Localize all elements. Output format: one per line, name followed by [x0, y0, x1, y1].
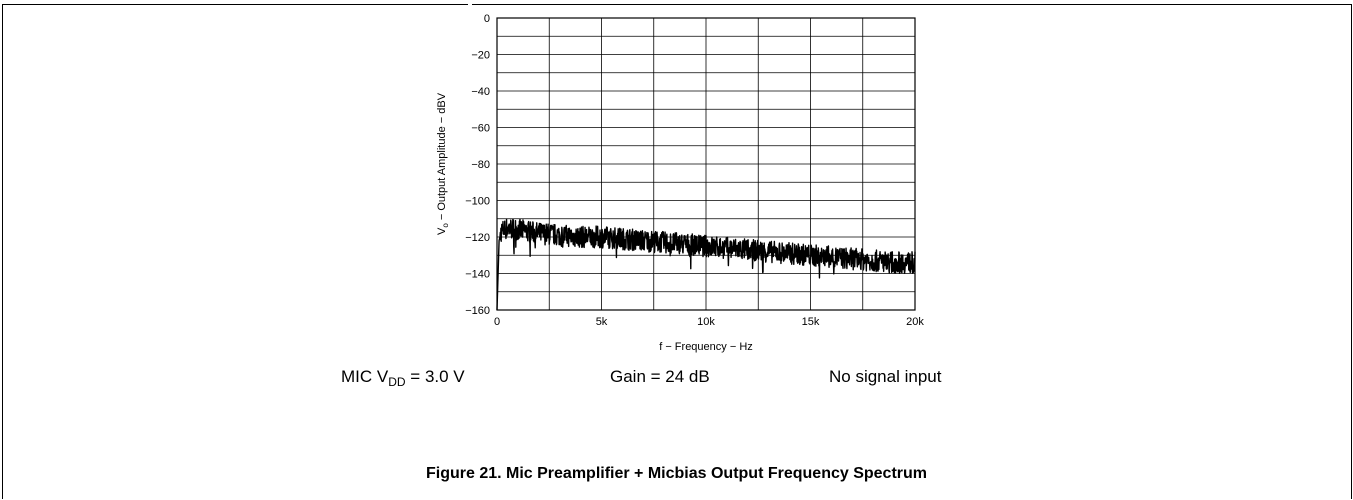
x-tick-label: 15k [802, 316, 820, 328]
y-tick-label: −140 [465, 269, 490, 281]
x-tick-labels: 0 5k 10k 15k 20k [494, 316, 924, 328]
header-rule-gap [468, 0, 472, 8]
y-tick-label: −40 [471, 86, 490, 98]
y-tick-label: −20 [471, 50, 490, 62]
x-tick-label: 10k [697, 316, 715, 328]
y-tick-labels: 0 −20 −40 −60 −80 −100 −120 −140 −160 [465, 13, 490, 317]
y-tick-label: −100 [465, 196, 490, 208]
spectrum-series-line [496, 218, 916, 311]
y-tick-label: −80 [471, 159, 490, 171]
x-axis-label: f − Frequency − Hz [659, 341, 753, 353]
y-tick-label: −120 [465, 232, 490, 244]
series-layer [496, 218, 916, 311]
figure-frame [2, 4, 1352, 499]
mic-vdd-condition: MIC VDD = 3.0 V [341, 367, 465, 389]
x-tick-label: 0 [494, 316, 500, 328]
y-tick-label: −160 [465, 305, 490, 317]
figure-caption: Figure 21. Mic Preamplifier + Micbias Ou… [425, 465, 927, 482]
y-tick-label: −60 [471, 123, 490, 135]
signal-condition: No signal input [829, 367, 942, 386]
x-tick-label: 5k [596, 316, 608, 328]
y-tick-label: 0 [484, 13, 490, 25]
x-tick-label: 20k [906, 316, 924, 328]
y-axis-label: Vo − Output Amplitude − dBV [436, 92, 450, 235]
gain-condition: Gain = 24 dB [610, 367, 710, 386]
